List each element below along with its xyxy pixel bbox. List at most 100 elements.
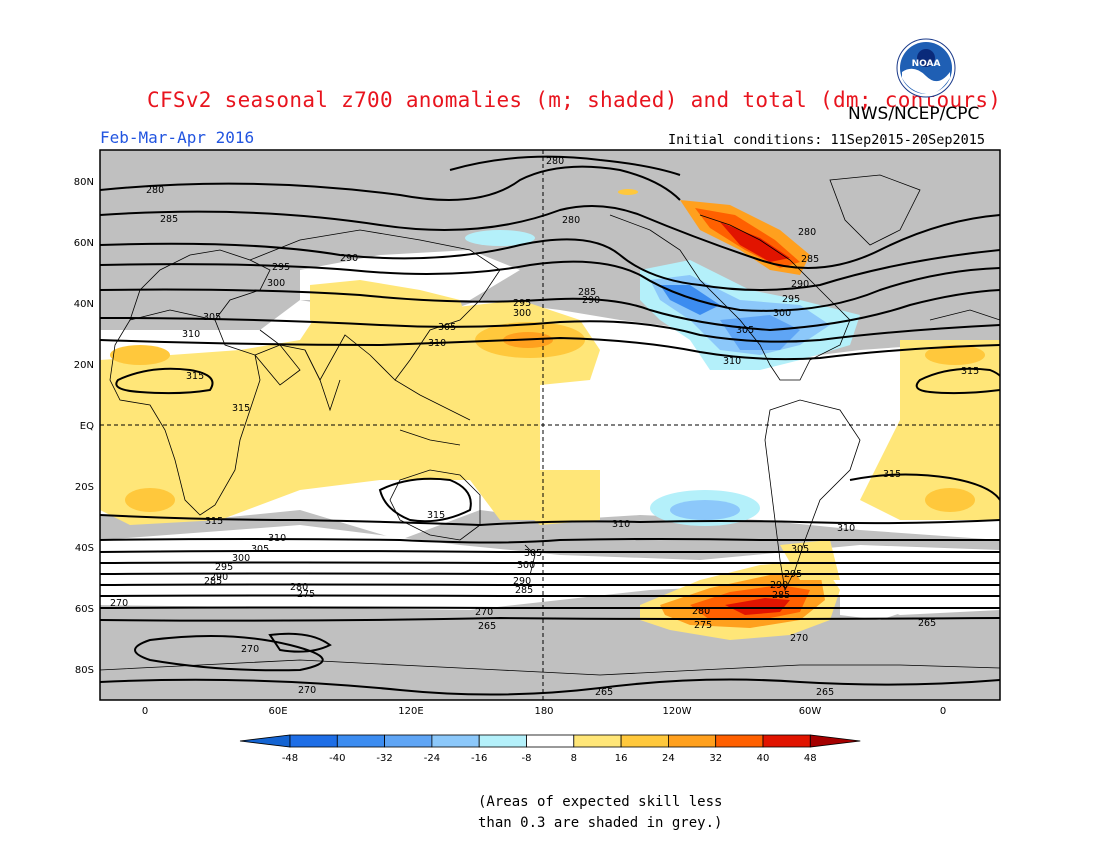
contour-label: 310 (612, 519, 630, 530)
contour-label: 265 (595, 687, 613, 698)
lon-label: 180 (534, 706, 553, 717)
contour-label: 290 (210, 572, 228, 583)
chart-title: CFSv2 seasonal z700 anomalies (m; shaded… (147, 88, 1002, 112)
lon-label: 60E (268, 706, 287, 717)
lat-label: 20S (75, 482, 94, 493)
colorbar-low-arrow (239, 734, 291, 748)
contour-label: 280 (546, 156, 564, 167)
contour-label: 280 (798, 227, 816, 238)
contour-label: 295 (784, 569, 802, 580)
colorbar-tick-label: -48 (282, 753, 298, 764)
contour-label: 310 (268, 533, 286, 544)
contour-label: 280 (290, 582, 308, 593)
contour-label: 300 (517, 560, 535, 571)
colorbar-tick-label: 16 (615, 753, 628, 764)
colorbar-tick-label: -24 (424, 753, 440, 764)
contour-label: 310 (428, 338, 446, 349)
contour-label: 270 (110, 598, 128, 609)
colorbar-segment (526, 734, 575, 748)
colorbar-segment (620, 734, 669, 748)
lat-label: 80N (74, 177, 94, 188)
contour-label: 285 (515, 585, 533, 596)
colorbar-tick-label: 32 (709, 753, 722, 764)
contour-label: 270 (241, 644, 259, 655)
contour-label: 310 (182, 329, 200, 340)
contour-label: 290 (513, 576, 531, 587)
contour-label: 305 (251, 544, 269, 555)
lat-label: 40S (75, 543, 94, 554)
map-frame (99, 149, 1001, 701)
contour-label: 305 (524, 548, 542, 559)
logo-text: NOAA (912, 59, 941, 69)
contour-label: 290 (770, 580, 788, 591)
colorbar-segment (289, 734, 338, 748)
contour-label: 265 (816, 687, 834, 698)
contour-label: 290 (340, 253, 358, 264)
colorbar-tick-label: -16 (471, 753, 487, 764)
season-label: Feb-Mar-Apr 2016 (100, 128, 255, 147)
contour-label: 300 (513, 308, 531, 319)
shaded-anomalies (100, 189, 1000, 640)
contour-label: 305 (203, 312, 221, 323)
contour-label: 280 (692, 606, 710, 617)
contour-label: 280 (146, 185, 164, 196)
contour-label: 275 (297, 589, 315, 600)
colorbar-tick-label: 24 (662, 753, 675, 764)
contour-label: 295 (215, 562, 233, 573)
contour-label: 285 (578, 287, 596, 298)
colorbar-tick-label: 48 (804, 753, 817, 764)
colorbar-segment (384, 734, 433, 748)
contour-label: 305 (736, 325, 754, 336)
lat-label: 60N (74, 238, 94, 249)
lat-label: 40N (74, 299, 94, 310)
contour-label: 295 (782, 294, 800, 305)
colorbar-tick-label: 8 (571, 753, 577, 764)
contour-label: 265 (478, 621, 496, 632)
longitude-axis: 0 60E 120E 180 120W 60W 0 (142, 706, 946, 717)
contour-label: 310 (723, 356, 741, 367)
contour-label: 315 (427, 510, 445, 521)
lat-label: 60S (75, 604, 94, 615)
noaa-logo-icon: NOAA (896, 38, 956, 98)
contour-label: 290 (582, 295, 600, 306)
lat-label: 80S (75, 665, 94, 676)
contour-label: 275 (694, 620, 712, 631)
colorbar-tick-label: -8 (522, 753, 532, 764)
skill-note-line1: (Areas of expected skill less (478, 794, 723, 810)
colorbar-segment (715, 734, 764, 748)
height-contours (100, 155, 1000, 696)
contour-label: 265 (918, 618, 936, 629)
lat-label: 20N (74, 360, 94, 371)
lon-label: 0 (940, 706, 946, 717)
lat-label: EQ (80, 421, 94, 432)
contour-label: 315 (883, 469, 901, 480)
contour-label: 315 (232, 403, 250, 414)
contour-label: 270 (298, 685, 316, 696)
colorbar-segment (668, 734, 717, 748)
contour-label: 315 (205, 516, 223, 527)
colorbar-tick-label: -32 (376, 753, 392, 764)
contour-label: 270 (475, 607, 493, 618)
colorbar-high-arrow (809, 734, 861, 748)
lon-label: 60W (799, 706, 822, 717)
colorbar-segment (336, 734, 385, 748)
colorbar-segment (478, 734, 527, 748)
lon-label: 120W (663, 706, 692, 717)
latitude-axis: 80N 60N 40N 20N EQ 20S 40S 60S 80S (74, 177, 94, 676)
contour-label: 285 (801, 254, 819, 265)
colorbar-tick-label: 40 (757, 753, 770, 764)
contour-label: 290 (791, 279, 809, 290)
colorbar-ticks: -48 -40 -32 -24 -16 -8 8 16 24 32 40 48 (282, 753, 817, 764)
contour-label: 305 (791, 544, 809, 555)
skill-note-line2: than 0.3 are shaded in grey.) (478, 815, 723, 831)
contour-label: 315 (186, 371, 204, 382)
contour-label: 280 (562, 215, 580, 226)
agency-label: NWS/NCEP/CPC (848, 104, 980, 124)
lon-label: 120E (398, 706, 423, 717)
colorbar-segment (762, 734, 811, 748)
contour-label: 315 (961, 366, 979, 377)
contour-label: 285 (160, 214, 178, 225)
colorbar (239, 734, 861, 748)
contour-label: 295 (272, 262, 290, 273)
